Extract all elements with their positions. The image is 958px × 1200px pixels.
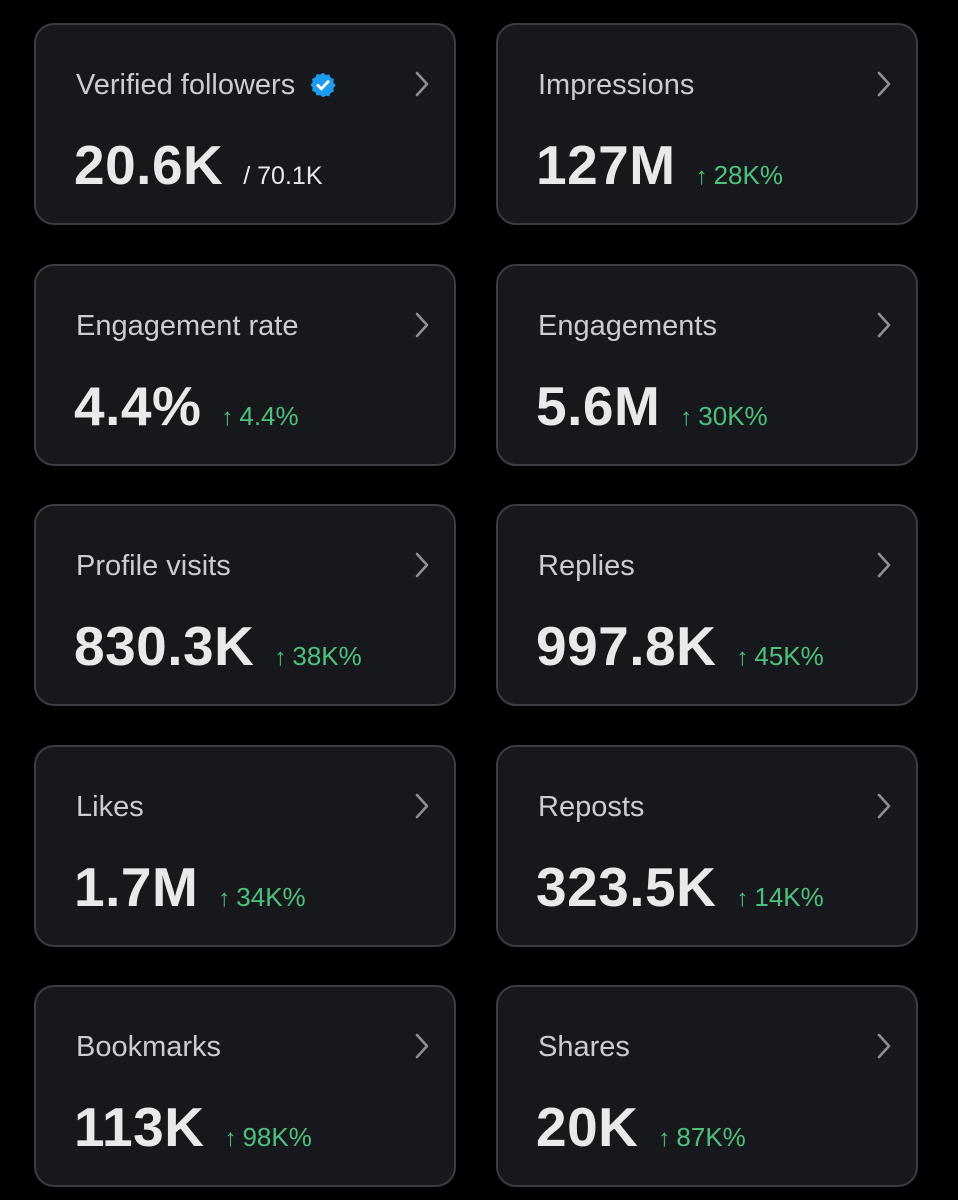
arrow-up-icon: ↑ [658, 1125, 671, 1152]
card-label: Profile visits [76, 550, 231, 582]
arrow-up-icon: ↑ [736, 884, 749, 912]
metric-total: / 70.1K [243, 162, 323, 190]
delta-value: 4.4% [239, 400, 299, 431]
chevron-right-icon [415, 552, 429, 578]
card-profile-visits[interactable]: Profile visits 830.3K ↑ 38K% [34, 504, 456, 706]
card-label: Impressions [538, 69, 695, 101]
metric-value: 20.6K [74, 134, 224, 196]
card-engagements[interactable]: Engagements 5.6M ↑ 30K% [496, 263, 918, 466]
card-label: Bookmarks [76, 1031, 222, 1063]
arrow-up-icon: ↑ [695, 163, 708, 190]
card-values: 4.4% ↑ 4.4% [74, 374, 299, 438]
card-label: Shares [538, 1031, 630, 1063]
card-header: Engagement rate [76, 308, 298, 344]
metric-value: 20K [536, 1096, 639, 1158]
metric-delta: ↑ 14K% [736, 882, 823, 914]
card-header: Reposts [538, 789, 644, 825]
metric-delta: ↑ 38K% [274, 641, 361, 673]
arrow-up-icon: ↑ [224, 1125, 237, 1152]
card-header: Likes [76, 789, 144, 825]
arrow-up-icon: ↑ [680, 403, 693, 431]
metric-delta: ↑ 28K% [696, 160, 783, 192]
card-header: Shares [538, 1029, 630, 1065]
card-label: Likes [76, 790, 144, 823]
card-values: 997.8K ↑ 45K% [536, 614, 824, 678]
card-engagement-rate[interactable]: Engagement rate 4.4% ↑ 4.4% [34, 263, 456, 466]
chevron-right-icon [415, 312, 429, 337]
delta-value: 45K% [754, 641, 824, 671]
card-values: 20.6K / 70.1K [74, 133, 323, 197]
metric-delta: ↑ 45K% [736, 641, 823, 673]
delta-value: 98K% [242, 1122, 312, 1152]
metric-delta: ↑ 98K% [224, 1122, 311, 1154]
card-likes[interactable]: Likes 1.7M ↑ 34K% [34, 744, 456, 947]
metric-delta: ↑ 87K% [658, 1122, 745, 1154]
card-header: Profile visits [76, 548, 231, 584]
card-bookmarks[interactable]: Bookmarks 113K ↑ 98K% [34, 985, 456, 1187]
card-values: 127M ↑ 28K% [536, 133, 783, 197]
delta-value: 38K% [292, 641, 362, 671]
card-values: 5.6M ↑ 30K% [536, 374, 768, 438]
delta-value: 30K% [698, 400, 768, 431]
chevron-right-icon [415, 71, 429, 97]
arrow-up-icon: ↑ [274, 644, 287, 671]
stats-grid: Verified followers 20.6K / 70.1K Impress… [34, 23, 918, 1187]
card-label: Engagements [538, 309, 717, 342]
chevron-right-icon [877, 793, 891, 818]
card-header: Bookmarks [76, 1029, 221, 1065]
metric-value: 4.4% [74, 374, 202, 437]
arrow-up-icon: ↑ [221, 403, 234, 431]
chevron-right-icon [877, 312, 891, 337]
metric-value: 323.5K [536, 855, 717, 918]
chevron-right-icon [877, 1033, 891, 1059]
card-reposts[interactable]: Reposts 323.5K ↑ 14K% [496, 744, 918, 947]
chevron-right-icon [877, 71, 891, 97]
arrow-up-icon: ↑ [736, 644, 749, 671]
card-header: Impressions [538, 67, 694, 103]
card-label: Replies [538, 550, 635, 582]
chevron-right-icon [415, 1033, 429, 1059]
card-replies[interactable]: Replies 997.8K ↑ 45K% [496, 504, 918, 706]
card-values: 113K ↑ 98K% [74, 1095, 312, 1159]
card-impressions[interactable]: Impressions 127M ↑ 28K% [496, 23, 918, 225]
card-label: Engagement rate [76, 309, 299, 342]
card-values: 1.7M ↑ 34K% [74, 855, 306, 919]
card-values: 20K ↑ 87K% [536, 1095, 746, 1159]
metric-value: 113K [74, 1096, 205, 1158]
delta-value: 28K% [713, 160, 783, 190]
card-header: Replies [538, 548, 635, 584]
card-header: Verified followers [76, 67, 337, 103]
card-label: Reposts [538, 790, 645, 823]
card-values: 323.5K ↑ 14K% [536, 855, 824, 919]
delta-value: 14K% [754, 881, 824, 912]
delta-value: 34K% [236, 881, 306, 912]
metric-value: 5.6M [536, 374, 661, 437]
card-values: 830.3K ↑ 38K% [74, 614, 362, 678]
delta-value: 87K% [676, 1122, 746, 1152]
chevron-right-icon [415, 793, 429, 818]
metric-delta: ↑ 34K% [218, 882, 305, 914]
card-verified-followers[interactable]: Verified followers 20.6K / 70.1K [34, 23, 456, 225]
chevron-right-icon [877, 552, 891, 578]
card-label: Verified followers [76, 69, 296, 101]
card-header: Engagements [538, 308, 717, 344]
metric-delta: ↑ 30K% [680, 401, 767, 433]
metric-value: 830.3K [74, 615, 255, 677]
metric-value: 997.8K [536, 615, 717, 677]
metric-delta: ↑ 4.4% [221, 401, 298, 433]
metric-value: 127M [536, 134, 676, 196]
verified-badge-icon [309, 71, 337, 99]
card-shares[interactable]: Shares 20K ↑ 87K% [496, 985, 918, 1187]
arrow-up-icon: ↑ [218, 884, 231, 912]
metric-value: 1.7M [74, 855, 199, 918]
